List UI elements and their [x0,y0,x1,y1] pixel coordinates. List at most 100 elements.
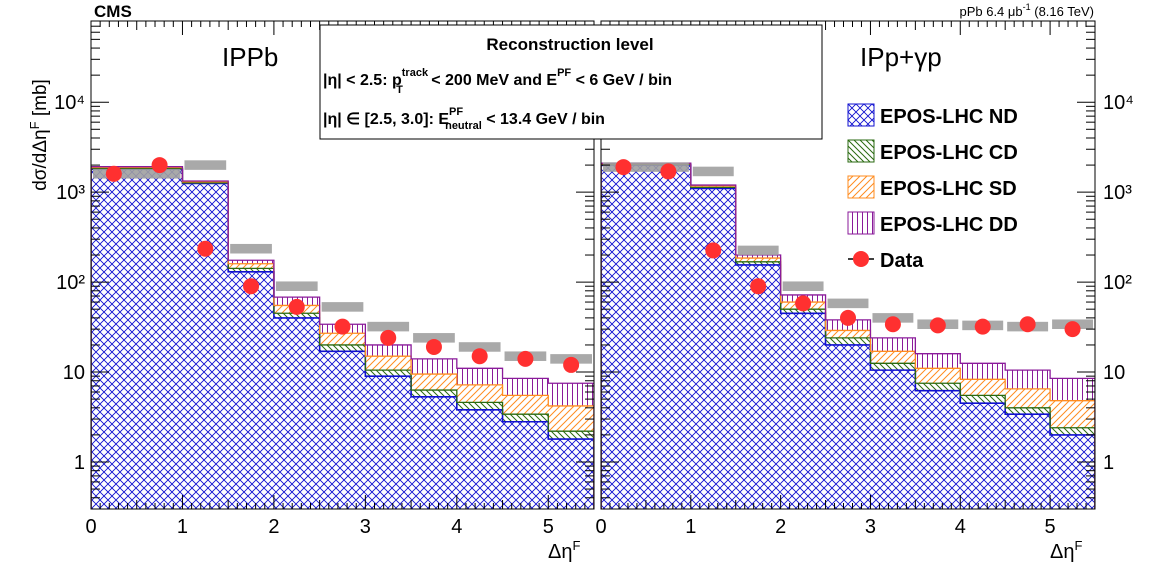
left-sd-bin [319,333,366,345]
lumi-label: pPb 6.4 μb-1 (8.16 TeV) [959,2,1094,19]
left-data-point [288,298,305,315]
left-sd-bin [548,405,594,432]
left-data-point [105,165,122,182]
left-x-tick-label: 2 [268,516,279,538]
right-cd-bin [1050,427,1095,435]
left-cd-bin [319,344,366,352]
left-dd-bin [502,378,549,396]
right-data-point [1064,321,1081,338]
left-syst-band [184,160,227,170]
right-nd-bin [1050,434,1095,509]
right-syst-band [603,162,689,172]
right-sd-bin [735,258,781,262]
left-syst-band [230,243,272,254]
right-data-point [884,316,901,333]
right-dd-bin [735,255,781,259]
left-x-tick-label: 1 [177,516,188,538]
legend-swatch-sd [847,175,875,199]
left-x-tick-label: 0 [85,516,96,538]
left-x-tick-label: 3 [360,516,371,538]
left-x-axis-title: ΔηF [548,538,580,563]
right-nd-bin [735,264,781,509]
left-data-point [151,157,168,174]
left-syst-band [458,342,501,352]
right-sd-bin [1005,388,1051,408]
left-data-point [425,338,442,355]
right-nd-bin [1005,414,1051,509]
right-data-point [840,309,856,326]
right-nd-bin [915,390,961,509]
left-frame [90,20,595,510]
right-x-tick-label: 5 [1045,516,1056,538]
right-y-tick-label: 10² [1103,272,1132,294]
left-y-tick-label: 10 [63,362,85,384]
left-dd-bin [365,344,412,357]
legend-label-sd: EPOS-LHC SD [880,178,1017,200]
left-y-tick-label: 10³ [56,182,85,204]
right-sd-bin [960,379,1006,396]
left-y-tick-label: 10⁴ [54,92,85,114]
legend-swatch-data [853,251,869,267]
left-cd-bin [548,431,594,440]
left-x-tick-label: 5 [543,516,554,538]
left-sd-bin [411,374,457,391]
selection-infobox: Reconstruction level |η| < 2.5: ptrack T … [319,24,823,140]
right-panel: 0 1 2 3 4 5 1 10 10² 10³ 10⁴ [595,20,1134,538]
right-cd-bin [1005,407,1051,415]
right-dd-bin [1050,378,1095,401]
left-nd-bin [228,271,274,509]
left-cd-bin [456,402,503,410]
left-cd-bin [365,370,412,377]
legend-label-cd: EPOS-LHC CD [880,142,1018,164]
right-syst-band [737,245,779,256]
legend-label-dd: EPOS-LHC DD [880,214,1018,236]
left-cd-bin [411,390,457,397]
right-cd-bin [825,337,871,345]
right-x-tick-label: 2 [775,516,786,538]
left-dd-line [91,166,594,509]
left-x-tick-label: 4 [451,516,462,538]
right-dd-bin [915,353,961,369]
left-sd-bin [228,263,274,269]
left-data-point [471,348,488,365]
right-y-tick-label: 10 [1103,362,1125,384]
left-syst-band [367,321,410,332]
right-syst-band [692,166,734,177]
right-dd-bin [1005,370,1051,389]
right-sd-bin [825,330,871,338]
left-data-point [197,240,214,257]
right-nd-bin [825,344,871,509]
right-data-point [1019,316,1036,333]
left-nd-bin [502,421,549,509]
left-nd-bin [319,351,366,509]
left-sd-bin [456,384,503,403]
left-sd-bin [365,356,412,371]
left-syst-band [93,169,181,179]
right-data-point [929,317,946,334]
legend: EPOS-LHC ND EPOS-LHC CD EPOS-LHC SD EPOS-LH… [847,103,1018,272]
right-dd-line [601,162,1095,509]
y-axis-title: dσ/dΔηF [mb] [27,79,51,191]
left-nd-bin [273,317,320,509]
legend-label-nd: EPOS-LHC ND [880,106,1018,128]
left-nd-bin [411,396,457,509]
right-data-point [660,163,677,180]
legend-swatch-dd [847,211,875,235]
right-y-tick-label: 1 [1103,452,1114,474]
right-x-tick-label: 3 [865,516,876,538]
right-panel-label: IPp+γp [860,42,942,72]
infobox-line2: |η| ∈ [2.5, 3.0]: EPF neutral < 13.4 GeV … [323,106,605,132]
left-syst-band [413,333,455,343]
legend-swatch-nd [847,103,875,127]
right-nd-bin [780,313,826,509]
right-nd-bin [870,370,916,509]
right-data-point [705,242,722,259]
right-syst-band [782,281,824,291]
right-sd-bin [915,368,961,384]
left-data-point [517,350,534,367]
left-cd-bin [502,414,549,422]
left-panel-label: IPPb [222,42,278,72]
right-cd-bin [960,395,1006,404]
right-cd-bin [735,261,781,265]
